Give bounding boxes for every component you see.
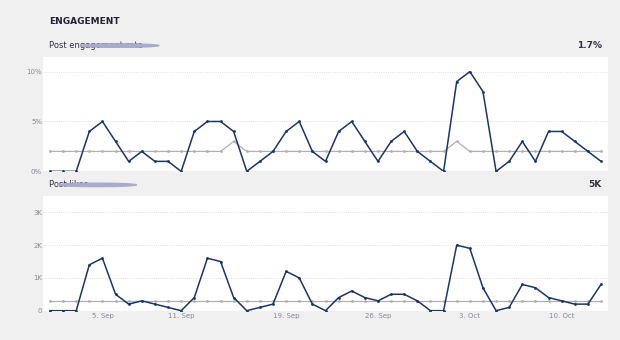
Circle shape [58,183,136,187]
Circle shape [80,44,159,47]
Text: 5K: 5K [589,181,602,189]
Text: ENGAGEMENT: ENGAGEMENT [49,17,120,26]
Text: Post engagement rate: Post engagement rate [49,41,143,50]
Text: Post likes: Post likes [49,181,88,189]
Text: 1.7%: 1.7% [577,41,602,50]
